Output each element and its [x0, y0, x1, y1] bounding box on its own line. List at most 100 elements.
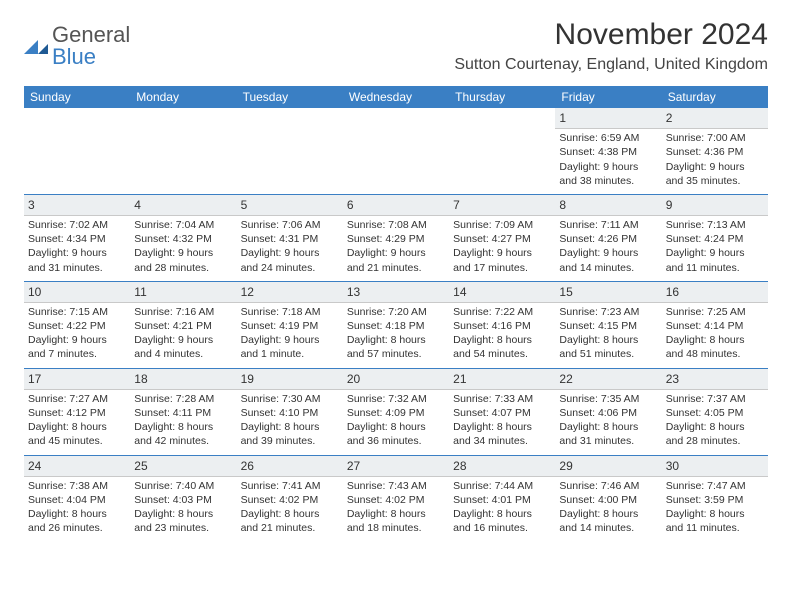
day-text: Sunrise: 7:44 AMSunset: 4:01 PMDaylight:… [449, 477, 555, 542]
sunset: Sunset: 4:05 PM [666, 406, 764, 420]
day-text: Sunrise: 7:38 AMSunset: 4:04 PMDaylight:… [24, 477, 130, 542]
daylight: Daylight: 9 hours and 21 minutes. [347, 246, 445, 274]
sunset: Sunset: 4:19 PM [241, 319, 339, 333]
day-number: 11 [134, 284, 232, 300]
day-cell [24, 108, 130, 194]
day-cell: 6Sunrise: 7:08 AMSunset: 4:29 PMDaylight… [343, 195, 449, 281]
day-cell: 27Sunrise: 7:43 AMSunset: 4:02 PMDayligh… [343, 456, 449, 542]
daylight: Daylight: 9 hours and 28 minutes. [134, 246, 232, 274]
dow-sat: Saturday [662, 86, 768, 108]
daynum-bar: 14 [449, 282, 555, 303]
sunrise: Sunrise: 7:15 AM [28, 305, 126, 319]
day-cell: 3Sunrise: 7:02 AMSunset: 4:34 PMDaylight… [24, 195, 130, 281]
day-cell: 13Sunrise: 7:20 AMSunset: 4:18 PMDayligh… [343, 282, 449, 368]
day-number: 15 [559, 284, 657, 300]
daylight: Daylight: 8 hours and 57 minutes. [347, 333, 445, 361]
daylight: Daylight: 8 hours and 36 minutes. [347, 420, 445, 448]
daynum-bar: 16 [662, 282, 768, 303]
day-cell: 15Sunrise: 7:23 AMSunset: 4:15 PMDayligh… [555, 282, 661, 368]
logo-text: General Blue [52, 24, 130, 68]
sunrise: Sunrise: 7:30 AM [241, 392, 339, 406]
day-cell: 23Sunrise: 7:37 AMSunset: 4:05 PMDayligh… [662, 369, 768, 455]
daynum-bar: 9 [662, 195, 768, 216]
sunrise: Sunrise: 7:09 AM [453, 218, 551, 232]
day-number: 9 [666, 197, 764, 213]
sunset: Sunset: 4:01 PM [453, 493, 551, 507]
sunrise: Sunrise: 7:13 AM [666, 218, 764, 232]
day-cell: 22Sunrise: 7:35 AMSunset: 4:06 PMDayligh… [555, 369, 661, 455]
daynum-bar: 15 [555, 282, 661, 303]
day-cell: 20Sunrise: 7:32 AMSunset: 4:09 PMDayligh… [343, 369, 449, 455]
daynum-bar: 25 [130, 456, 236, 477]
daynum-bar: 4 [130, 195, 236, 216]
day-text: Sunrise: 7:11 AMSunset: 4:26 PMDaylight:… [555, 216, 661, 281]
day-number: 7 [453, 197, 551, 213]
daynum-bar: 24 [24, 456, 130, 477]
day-cell: 12 Sunrise: 7:18 AMSunset: 4:19 PMDayligh… [237, 282, 343, 368]
month-title: November 2024 [454, 18, 768, 52]
daylight: Daylight: 9 hours and 1 minute. [241, 333, 339, 361]
sunrise: Sunrise: 7:33 AM [453, 392, 551, 406]
sunrise: Sunrise: 7:06 AM [241, 218, 339, 232]
sunset: Sunset: 4:09 PM [347, 406, 445, 420]
daylight: Daylight: 9 hours and 35 minutes. [666, 160, 764, 188]
day-number: 4 [134, 197, 232, 213]
sunset: Sunset: 4:00 PM [559, 493, 657, 507]
daylight: Daylight: 8 hours and 48 minutes. [666, 333, 764, 361]
sunset: Sunset: 4:34 PM [28, 232, 126, 246]
day-number: 19 [241, 371, 339, 387]
day-number: 13 [347, 284, 445, 300]
daylight: Daylight: 8 hours and 54 minutes. [453, 333, 551, 361]
sunrise: Sunrise: 6:59 AM [559, 131, 657, 145]
week-row: 17Sunrise: 7:27 AMSunset: 4:12 PMDayligh… [24, 369, 768, 456]
daynum-bar: 27 [343, 456, 449, 477]
sunset: Sunset: 4:36 PM [666, 145, 764, 159]
dow-sun: Sunday [24, 86, 130, 108]
day-number: 1 [559, 110, 657, 126]
daynum-bar: 11 [130, 282, 236, 303]
week-row: 10Sunrise: 7:15 AMSunset: 4:22 PMDayligh… [24, 282, 768, 369]
daynum-bar: 2 [662, 108, 768, 129]
sunset: Sunset: 4:31 PM [241, 232, 339, 246]
day-number: 12 [241, 284, 339, 300]
daylight: Daylight: 8 hours and 21 minutes. [241, 507, 339, 535]
day-text: Sunrise: 7:18 AMSunset: 4:19 PMDaylight:… [237, 303, 343, 368]
day-cell [237, 108, 343, 194]
day-cell: 28Sunrise: 7:44 AMSunset: 4:01 PMDayligh… [449, 456, 555, 542]
sunrise: Sunrise: 7:35 AM [559, 392, 657, 406]
daynum-bar: 8 [555, 195, 661, 216]
sunrise: Sunrise: 7:32 AM [347, 392, 445, 406]
sunrise: Sunrise: 7:04 AM [134, 218, 232, 232]
day-number: 6 [347, 197, 445, 213]
sunrise: Sunrise: 7:40 AM [134, 479, 232, 493]
day-number: 29 [559, 458, 657, 474]
day-cell [449, 108, 555, 194]
day-text: Sunrise: 6:59 AMSunset: 4:38 PMDaylight:… [555, 129, 661, 194]
dow-row: Sunday Monday Tuesday Wednesday Thursday… [24, 86, 768, 108]
day-number: 16 [666, 284, 764, 300]
daynum-bar: 23 [662, 369, 768, 390]
sunset: Sunset: 4:10 PM [241, 406, 339, 420]
sunrise: Sunrise: 7:46 AM [559, 479, 657, 493]
day-text: Sunrise: 7:22 AMSunset: 4:16 PMDaylight:… [449, 303, 555, 368]
sunset: Sunset: 3:59 PM [666, 493, 764, 507]
logo-word2: Blue [52, 44, 96, 69]
daynum-bar: 21 [449, 369, 555, 390]
daylight: Daylight: 8 hours and 39 minutes. [241, 420, 339, 448]
sunrise: Sunrise: 7:25 AM [666, 305, 764, 319]
weeks-container: 1 Sunrise: 6:59 AMSunset: 4:38 PMDaylight… [24, 108, 768, 541]
daynum-bar: 17 [24, 369, 130, 390]
daynum-bar: 6 [343, 195, 449, 216]
daylight: Daylight: 9 hours and 31 minutes. [28, 246, 126, 274]
dow-wed: Wednesday [343, 86, 449, 108]
day-text: Sunrise: 7:32 AMSunset: 4:09 PMDaylight:… [343, 390, 449, 455]
daylight: Daylight: 8 hours and 14 minutes. [559, 507, 657, 535]
day-cell: 17Sunrise: 7:27 AMSunset: 4:12 PMDayligh… [24, 369, 130, 455]
week-row: 1 Sunrise: 6:59 AMSunset: 4:38 PMDaylight… [24, 108, 768, 195]
daynum-bar: 10 [24, 282, 130, 303]
daylight: Daylight: 9 hours and 4 minutes. [134, 333, 232, 361]
daylight: Daylight: 8 hours and 26 minutes. [28, 507, 126, 535]
day-number: 21 [453, 371, 551, 387]
day-text: Sunrise: 7:28 AMSunset: 4:11 PMDaylight:… [130, 390, 236, 455]
daylight: Daylight: 8 hours and 45 minutes. [28, 420, 126, 448]
